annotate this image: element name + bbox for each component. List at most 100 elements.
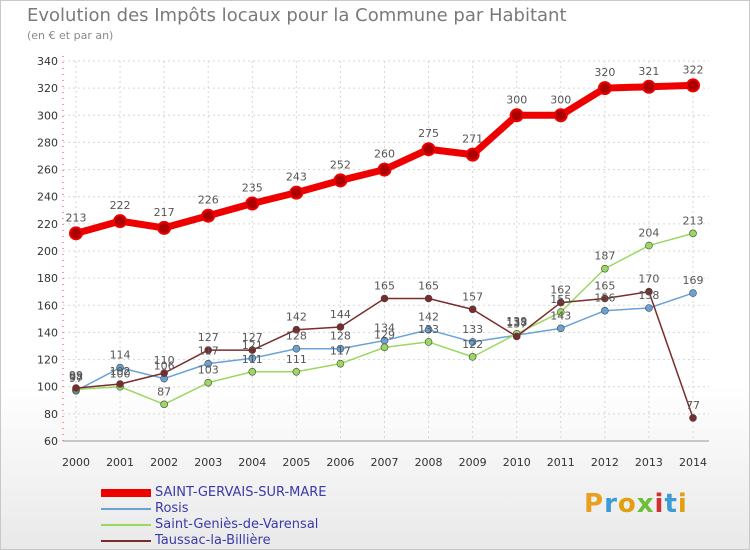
y-tick-label: 240: [37, 191, 58, 204]
data-label: 117: [198, 345, 219, 358]
data-point: [686, 78, 700, 93]
data-point: [509, 108, 524, 123]
y-tick-label: 160: [37, 299, 58, 312]
data-label: 321: [638, 65, 659, 78]
proxiti-logo: Proxiti: [584, 489, 688, 519]
data-point: [248, 367, 257, 376]
data-label: 102: [110, 365, 131, 378]
data-point: [116, 363, 124, 372]
data-point: [72, 384, 80, 392]
data-label: 187: [594, 250, 615, 263]
data-label: 99: [69, 369, 83, 382]
legend-swatch: [101, 489, 151, 497]
data-label: 162: [550, 284, 571, 297]
x-tick-label: 2008: [415, 456, 443, 469]
data-label: 137: [506, 318, 527, 331]
y-tick-label: 100: [37, 381, 58, 394]
data-label: 243: [286, 171, 307, 184]
logo-letter: x: [636, 489, 655, 519]
data-label: 127: [242, 331, 263, 344]
data-label: 213: [683, 214, 704, 227]
x-tick-label: 2007: [371, 456, 399, 469]
data-label: 100: [110, 368, 131, 381]
data-point: [292, 344, 301, 353]
x-tick-label: 2013: [635, 456, 663, 469]
logo-letter: i: [677, 489, 688, 519]
data-label: 170: [638, 273, 659, 286]
data-label: 165: [418, 280, 439, 293]
axes: 60 80 100 120 140 160 180 200 220 240 260 280 300 320…: [37, 55, 709, 469]
legend-swatch: [101, 508, 151, 510]
y-tick-label: 280: [37, 136, 58, 149]
data-label: 121: [242, 339, 263, 352]
data-label: 77: [686, 399, 700, 412]
logo-letter: o: [617, 489, 637, 519]
x-tick-label: 2005: [282, 456, 310, 469]
data-label: 133: [418, 323, 439, 336]
data-point: [204, 346, 213, 354]
data-label: 169: [683, 274, 704, 287]
data-label: 300: [550, 93, 571, 106]
data-label: 157: [462, 290, 483, 303]
x-tick-label: 2012: [591, 456, 619, 469]
data-point: [333, 173, 348, 188]
data-point: [204, 359, 213, 368]
data-point: [289, 185, 304, 200]
y-tick-label: 180: [37, 272, 58, 285]
data-point: [201, 208, 216, 223]
data-label: 127: [198, 331, 219, 344]
data-point: [641, 79, 656, 94]
data-point: [248, 346, 257, 354]
data-label: 156: [594, 292, 615, 305]
data-point: [468, 338, 477, 346]
data-label: 110: [154, 354, 175, 367]
y-tick-label: 120: [37, 354, 58, 367]
data-label: 142: [286, 311, 307, 324]
data-label: 142: [418, 311, 439, 324]
data-label: 300: [506, 93, 527, 106]
y-tick-label: 340: [37, 55, 58, 68]
data-label: 222: [110, 199, 131, 212]
data-point: [336, 359, 345, 368]
y-tick-label: 220: [37, 218, 58, 231]
data-point: [380, 294, 389, 303]
data-label: 138: [506, 316, 527, 329]
data-label: 97: [69, 372, 83, 385]
data-point: [601, 264, 609, 273]
data-point: [336, 323, 345, 331]
legend-label: Saint-Geniès-de-Varensal: [155, 517, 319, 532]
data-label: 129: [374, 328, 395, 341]
data-label: 128: [330, 330, 351, 343]
x-tick-label: 2001: [106, 456, 134, 469]
legend-label: SAINT-GERVAIS-SUR-MARE: [155, 485, 327, 500]
x-tick-label: 2006: [326, 456, 354, 469]
data-point: [424, 294, 433, 303]
data-point: [336, 344, 345, 353]
data-point: [292, 367, 301, 376]
data-label: 134: [374, 322, 395, 335]
data-label: 155: [550, 293, 571, 306]
data-label: 139: [506, 315, 527, 328]
logo-letter: i: [654, 489, 665, 519]
legend-swatch: [101, 540, 151, 542]
data-label: 158: [638, 289, 659, 302]
data-label: 117: [330, 345, 351, 358]
data-point: [689, 229, 697, 238]
data-label: 98: [69, 370, 83, 383]
data-point: [116, 380, 124, 388]
y-tick-label: 60: [44, 435, 58, 448]
data-label: 114: [110, 349, 131, 362]
x-tick-label: 2010: [503, 456, 531, 469]
data-labels: 213 222 217 226 235 243 252 260 275 271 300 300 320 3…: [66, 63, 704, 412]
legend-label: Taussac-la-Billière: [155, 533, 271, 548]
x-tick-label: 2004: [238, 456, 266, 469]
data-point: [597, 81, 612, 96]
data-label: 213: [66, 211, 87, 224]
y-tick-label: 320: [37, 82, 58, 95]
data-point: [113, 214, 128, 229]
x-tick-label: 2009: [459, 456, 487, 469]
data-label: 271: [462, 133, 483, 146]
data-label: 133: [462, 323, 483, 336]
data-label: 165: [374, 280, 395, 293]
